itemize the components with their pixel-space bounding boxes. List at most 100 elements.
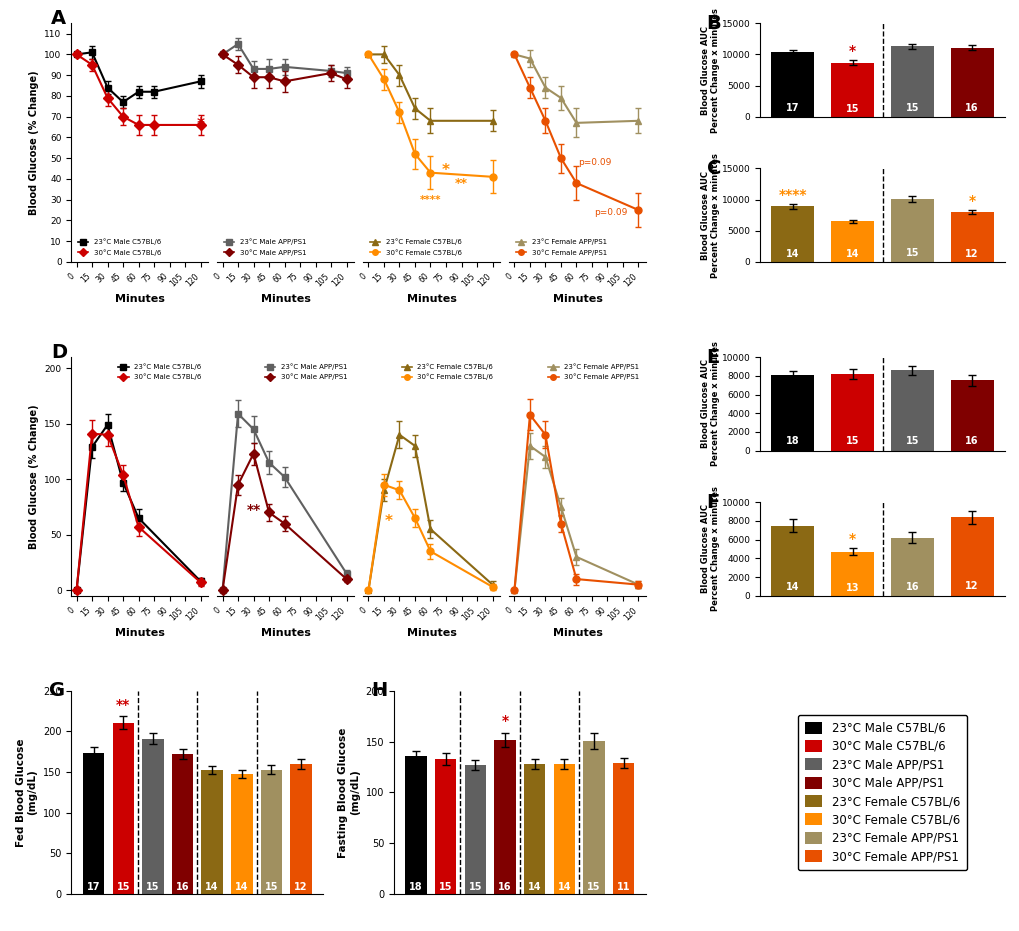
X-axis label: Minutes: Minutes [552,627,602,638]
Bar [950,517,993,596]
Bar [142,739,163,894]
Y-axis label: Blood Glucose AUC
Percent Change x minutes: Blood Glucose AUC Percent Change x minut… [700,153,719,277]
Legend: 23°C Male C57BL/6, 30°C Male C57BL/6, 23°C Male APP/PS1, 30°C Male APP/PS1, 23°C: 23°C Male C57BL/6, 30°C Male C57BL/6, 23… [797,714,966,870]
Bar [231,774,253,894]
Bar [890,538,933,596]
Text: *: * [968,194,975,208]
Text: 16: 16 [175,883,190,892]
Text: 13: 13 [845,583,859,593]
Text: p=0.09: p=0.09 [578,157,611,167]
Text: 14: 14 [205,883,219,892]
Text: H: H [371,681,387,700]
Text: 17: 17 [87,883,100,892]
X-axis label: Minutes: Minutes [261,294,310,304]
Text: B: B [706,14,720,33]
Bar [950,212,993,262]
X-axis label: Minutes: Minutes [114,627,164,638]
Bar [83,752,104,894]
Text: p=0.09: p=0.09 [593,208,627,217]
Legend: 23°C Female C57BL/6, 30°C Female C57BL/6: 23°C Female C57BL/6, 30°C Female C57BL/6 [398,360,496,383]
X-axis label: Minutes: Minutes [114,294,164,304]
Legend: 23°C Female APP/PS1, 30°C Female APP/PS1: 23°C Female APP/PS1, 30°C Female APP/PS1 [513,236,609,259]
Bar [950,381,993,451]
Bar [950,47,993,117]
X-axis label: Minutes: Minutes [261,627,310,638]
Text: 14: 14 [786,582,799,591]
Bar [405,756,426,894]
Bar [770,375,813,451]
Bar [770,207,813,262]
Legend: 23°C Male C57BL/6, 30°C Male C57BL/6: 23°C Male C57BL/6, 30°C Male C57BL/6 [115,360,204,383]
Text: 12: 12 [964,581,978,591]
Text: 11: 11 [616,882,630,892]
Text: 16: 16 [964,437,978,447]
Text: D: D [51,343,67,362]
Bar [890,371,933,451]
Text: 18: 18 [409,882,422,892]
Text: 15: 15 [905,249,918,258]
X-axis label: Minutes: Minutes [552,294,602,304]
Bar [261,770,282,894]
Bar [770,525,813,596]
Y-axis label: Fed Blood Glucose
(mg/dL): Fed Blood Glucose (mg/dL) [16,738,38,846]
Bar [612,762,634,894]
Text: 15: 15 [905,436,918,446]
Bar [890,199,933,262]
Bar [890,47,933,117]
Text: F: F [706,492,719,512]
Text: ****: **** [777,188,806,202]
Text: G: G [49,681,65,700]
Bar [464,765,485,894]
Text: ****: **** [420,195,441,205]
Legend: 23°C Male APP/PS1, 30°C Male APP/PS1: 23°C Male APP/PS1, 30°C Male APP/PS1 [221,236,309,259]
Y-axis label: Blood Glucose AUC
Percent Change x minutes: Blood Glucose AUC Percent Change x minut… [700,342,719,466]
Text: *: * [501,714,508,728]
Text: **: ** [116,698,130,712]
Bar [830,62,873,117]
Bar [830,552,873,596]
Text: 16: 16 [905,582,918,592]
Text: 15: 15 [845,436,859,446]
Y-axis label: Blood Glucose AUC
Percent Change x minutes: Blood Glucose AUC Percent Change x minut… [700,7,719,132]
Text: 14: 14 [234,883,249,892]
Text: 12: 12 [294,883,308,892]
Legend: 23°C Female C57BL/6, 30°C Female C57BL/6: 23°C Female C57BL/6, 30°C Female C57BL/6 [367,236,464,259]
Text: 12: 12 [964,249,978,259]
Bar [770,52,813,117]
Text: E: E [706,348,719,367]
Bar [553,764,575,894]
Text: 14: 14 [527,882,541,892]
Text: **: ** [247,504,261,518]
Text: A: A [51,9,66,28]
Bar [830,222,873,262]
Text: 17: 17 [786,103,799,113]
Bar [171,754,193,894]
Bar [494,739,515,894]
Legend: 23°C Male C57BL/6, 30°C Male C57BL/6: 23°C Male C57BL/6, 30°C Male C57BL/6 [74,236,164,259]
Text: 16: 16 [964,102,978,113]
Text: 15: 15 [116,883,129,892]
Text: C: C [706,159,720,178]
Text: *: * [385,514,392,529]
Bar [202,771,222,894]
Text: 15: 15 [468,882,482,892]
X-axis label: Minutes: Minutes [407,294,457,304]
Legend: 23°C Male APP/PS1, 30°C Male APP/PS1: 23°C Male APP/PS1, 30°C Male APP/PS1 [262,360,350,383]
Y-axis label: Blood Glucose (% Change): Blood Glucose (% Change) [29,70,39,215]
Text: 14: 14 [786,249,799,259]
Y-axis label: Fasting Blood Glucose
(mg/dL): Fasting Blood Glucose (mg/dL) [338,727,360,857]
Bar [290,764,312,894]
Legend: 23°C Female APP/PS1, 30°C Female APP/PS1: 23°C Female APP/PS1, 30°C Female APP/PS1 [545,360,642,383]
Bar [583,741,604,894]
Text: 15: 15 [146,883,159,892]
X-axis label: Minutes: Minutes [407,627,457,638]
Text: 15: 15 [438,882,451,892]
Text: 15: 15 [587,882,600,892]
Text: 15: 15 [265,883,278,892]
Text: 18: 18 [786,436,799,446]
Bar [830,374,873,451]
Text: 15: 15 [905,102,918,113]
Bar [434,759,455,894]
Text: 15: 15 [845,103,859,114]
Bar [524,764,545,894]
